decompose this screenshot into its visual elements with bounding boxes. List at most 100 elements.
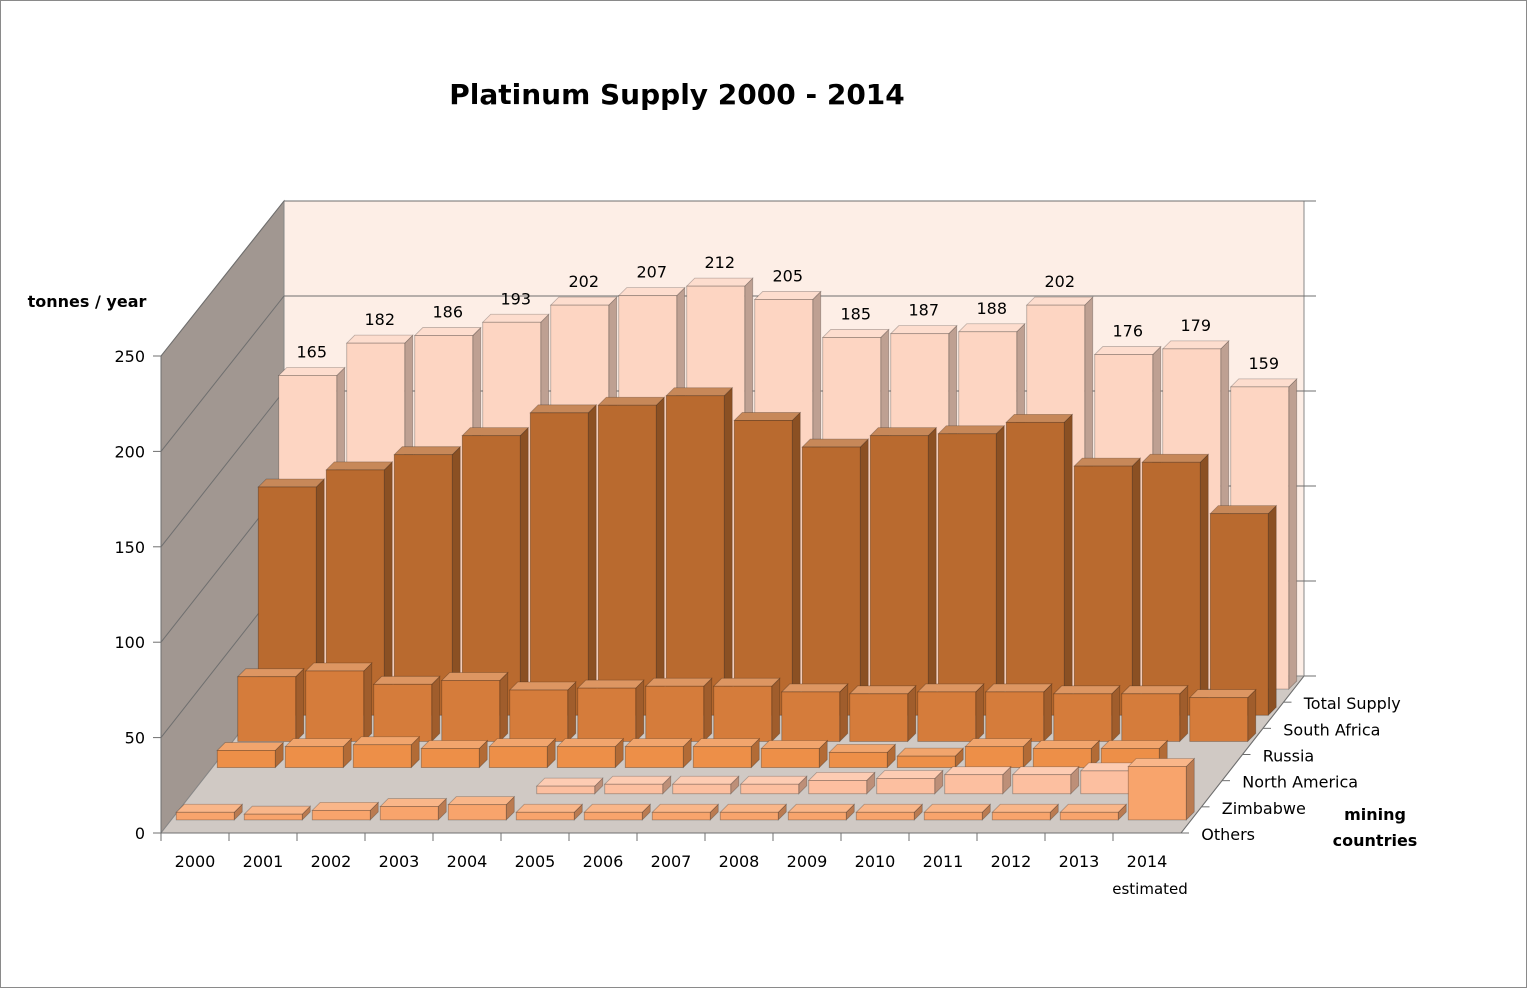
bar xyxy=(420,739,489,769)
bar-front xyxy=(1127,766,1187,821)
data-label: 212 xyxy=(704,253,735,272)
bar-front xyxy=(740,783,800,795)
bar xyxy=(1059,803,1128,821)
bar xyxy=(671,775,740,795)
bar-front xyxy=(855,811,915,821)
bar xyxy=(644,677,713,743)
bar-front xyxy=(243,813,303,821)
bar-front xyxy=(393,454,453,716)
bar xyxy=(624,737,693,769)
y-tick-label: 200 xyxy=(114,442,145,461)
bar-top xyxy=(916,683,985,693)
x-tick-label: 2011 xyxy=(923,852,964,871)
bar-top xyxy=(665,387,734,397)
bar-top xyxy=(1209,505,1278,515)
bar xyxy=(583,803,652,821)
bar xyxy=(1032,739,1101,769)
bar-front xyxy=(536,785,596,795)
bar xyxy=(807,771,876,795)
gridline-side xyxy=(160,200,285,357)
data-label: 165 xyxy=(296,342,327,361)
bar xyxy=(916,682,985,743)
bar-top xyxy=(984,683,1053,693)
bar xyxy=(236,667,305,743)
bar xyxy=(692,737,761,769)
bar-front xyxy=(917,691,977,742)
bar xyxy=(875,769,944,795)
bar-front xyxy=(583,811,643,821)
bar-top xyxy=(787,803,856,813)
x-tick-label: 2008 xyxy=(719,852,760,871)
bar-side xyxy=(431,675,441,743)
bar xyxy=(855,803,924,821)
bar-side xyxy=(635,679,645,743)
bar-front xyxy=(876,778,936,795)
bar-front xyxy=(787,811,847,821)
bar-top xyxy=(651,803,720,813)
bar xyxy=(284,737,353,769)
bar-top xyxy=(325,461,394,471)
bar-top xyxy=(508,681,577,691)
x-tick-label: 2000 xyxy=(175,852,216,871)
data-label: 188 xyxy=(976,299,1007,318)
bar-top xyxy=(311,801,380,811)
bar xyxy=(869,426,938,717)
bar xyxy=(535,777,604,795)
bar xyxy=(1188,688,1257,743)
x-tick-label: 2002 xyxy=(311,852,352,871)
data-label: 202 xyxy=(1044,272,1075,291)
bar-front xyxy=(869,435,929,716)
bar xyxy=(440,671,509,743)
bar-front xyxy=(461,435,521,716)
bar-front xyxy=(420,748,480,768)
bar-front xyxy=(447,804,507,821)
bar-top xyxy=(1093,346,1162,355)
bar-top xyxy=(753,291,822,300)
depth-axis-line xyxy=(1180,675,1305,834)
bar-side xyxy=(499,671,509,743)
y-axis-label: tonnes / year xyxy=(28,292,147,311)
bar-front xyxy=(305,670,365,742)
bar-front xyxy=(1059,811,1119,821)
bar-front xyxy=(672,783,732,795)
bar xyxy=(1120,684,1189,743)
bar xyxy=(311,801,380,821)
bar-top xyxy=(535,777,604,787)
bar-front xyxy=(597,404,657,716)
bar xyxy=(964,737,1033,769)
data-label: 179 xyxy=(1180,316,1211,335)
x-tick-label: 2013 xyxy=(1059,852,1100,871)
bar-top xyxy=(352,736,421,746)
bar-front xyxy=(944,774,1004,795)
bar-front xyxy=(985,691,1045,742)
bar-front xyxy=(624,746,684,768)
bar-top xyxy=(488,738,557,748)
bar xyxy=(372,675,441,743)
bar-front xyxy=(1209,513,1269,716)
bar xyxy=(943,765,1012,795)
x-tick-label: 2005 xyxy=(515,852,556,871)
bar-front xyxy=(577,687,637,742)
bar-front xyxy=(1189,697,1249,742)
bar-front xyxy=(1053,693,1113,742)
data-label: 186 xyxy=(432,303,463,322)
bar-front xyxy=(645,685,705,742)
depth-axis-label: countries xyxy=(1333,831,1418,850)
chart-title: Platinum Supply 2000 - 2014 xyxy=(449,78,905,111)
bar xyxy=(780,682,849,743)
bar-top xyxy=(236,668,305,678)
bar-front xyxy=(441,680,501,742)
gridline-side xyxy=(160,295,285,452)
x-tick-label: 2010 xyxy=(855,852,896,871)
bar-top xyxy=(420,740,489,749)
bar-front xyxy=(849,693,909,742)
bar xyxy=(304,662,373,743)
data-label: 207 xyxy=(636,263,667,282)
bar-top xyxy=(243,805,312,815)
bar-top xyxy=(603,775,672,785)
bar-top xyxy=(257,478,326,488)
bar-side xyxy=(859,438,869,717)
bar-front xyxy=(1032,748,1092,768)
bar-top xyxy=(175,803,244,813)
bar xyxy=(379,797,448,821)
